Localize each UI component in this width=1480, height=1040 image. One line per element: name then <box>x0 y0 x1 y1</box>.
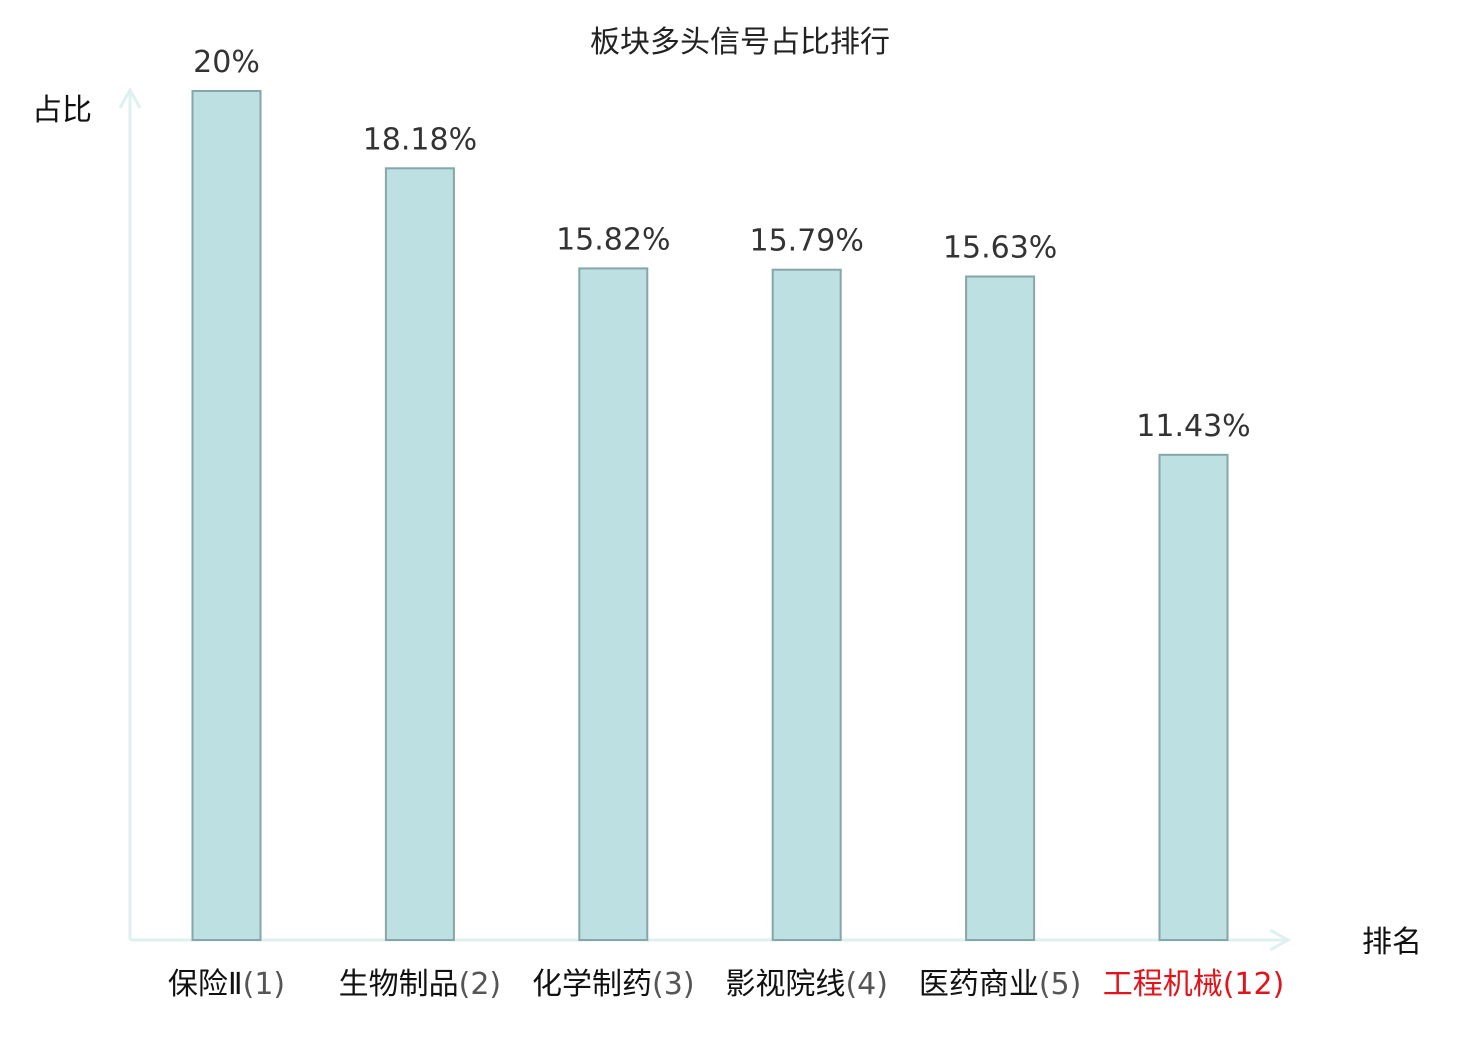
category-name: 工程机械 <box>1103 967 1223 1002</box>
category-rank: (3) <box>652 967 695 1002</box>
category-name: 医药商业 <box>919 967 1039 1002</box>
category-tick-label: 化学制药(3) <box>532 967 695 1002</box>
y-axis <box>118 86 142 940</box>
value-labels: 20% 18.18% 15.82% 15.79% 15.63% 11.43% <box>193 45 1251 444</box>
category-rank: (4) <box>845 967 888 1002</box>
bar <box>578 267 649 941</box>
category-name: 影视院线 <box>725 967 845 1002</box>
category-rank: (5) <box>1039 967 1082 1002</box>
category-name: 化学制药 <box>532 967 652 1002</box>
category-rank: (2) <box>459 967 502 1002</box>
category-tick-label: 生物制品(2) <box>339 967 502 1002</box>
data-label: 18.18% <box>363 122 477 157</box>
data-label: 15.79% <box>750 224 864 259</box>
category-rank: (1) <box>243 967 286 1002</box>
data-label: 15.82% <box>556 222 670 257</box>
x-axis <box>130 928 1292 952</box>
category-tick-label: 保险Ⅱ(1) <box>168 967 285 1002</box>
category-name: 保险Ⅱ <box>168 967 243 1002</box>
category-tick-label: 影视院线(4) <box>725 967 888 1002</box>
bar <box>191 90 262 941</box>
category-labels: 保险Ⅱ(1) 生物制品(2) 化学制药(3) 影视院线(4) 医药商业(5) 工程机械(1… <box>168 967 1284 1002</box>
bar <box>384 167 455 942</box>
bar <box>1158 453 1229 941</box>
category-name: 生物制品 <box>339 967 459 1002</box>
data-label: 20% <box>193 45 260 80</box>
bars <box>191 90 1229 942</box>
x-axis-label: 排名 <box>1362 925 1422 960</box>
data-label: 15.63% <box>943 231 1057 266</box>
bar <box>965 275 1036 941</box>
chart-title: 板块多头信号占比排行 <box>590 25 890 60</box>
bar <box>771 268 842 941</box>
category-tick-label: 工程机械(12) <box>1103 967 1285 1002</box>
category-rank: (12) <box>1223 967 1285 1002</box>
category-tick-label: 医药商业(5) <box>919 967 1082 1002</box>
y-axis-label: 占比 <box>32 93 92 128</box>
data-label: 11.43% <box>1136 409 1250 444</box>
